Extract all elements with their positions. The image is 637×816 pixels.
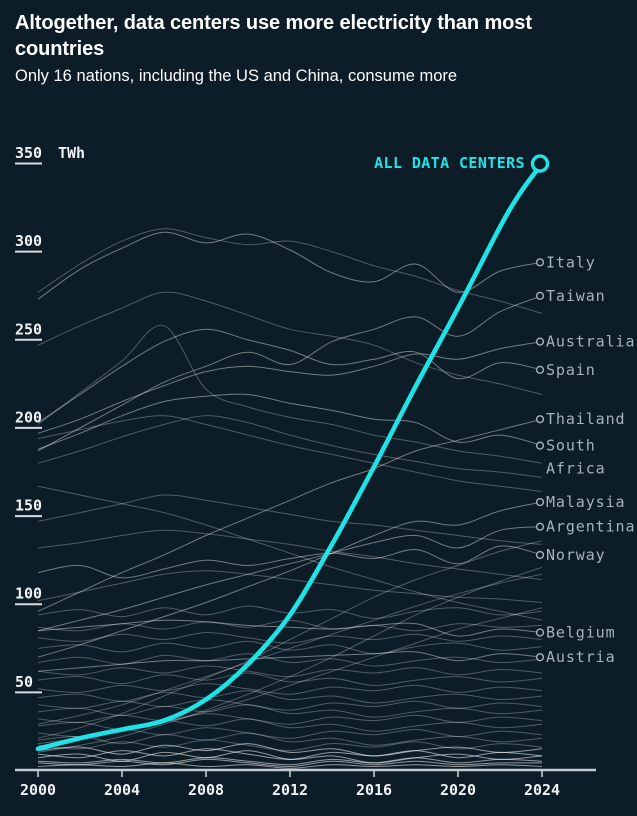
country-line <box>37 651 543 672</box>
country-line <box>37 341 543 434</box>
country-label: Austria <box>546 648 616 666</box>
y-tick-label: 50 <box>15 673 33 691</box>
country-marker <box>535 497 545 507</box>
background-country-line <box>37 672 543 686</box>
y-tick-label: 350 <box>15 144 42 162</box>
background-country-line <box>37 540 543 739</box>
background-country-line <box>37 653 543 667</box>
country-marker <box>535 653 545 662</box>
x-tick-label: 2024 <box>524 781 560 799</box>
background-country-line <box>37 762 543 769</box>
y-tick-label: 150 <box>15 497 42 515</box>
country-marker <box>535 628 545 637</box>
background-country-line <box>37 570 543 603</box>
background-country-line <box>37 415 543 478</box>
background-country-line <box>37 665 543 678</box>
x-tick-label: 2004 <box>104 781 140 799</box>
country-line <box>37 526 543 632</box>
x-tick-label: 2008 <box>188 781 224 799</box>
background-country-line <box>37 683 543 695</box>
country-label: Australia <box>546 333 635 351</box>
country-label: Thailand <box>546 410 625 428</box>
y-tick-label: 200 <box>15 408 42 426</box>
background-country-line <box>37 690 543 704</box>
y-axis-unit-label: TWh <box>58 144 85 162</box>
background-country-line <box>37 494 543 545</box>
header: Altogether, data centers use more electr… <box>15 10 617 87</box>
country-line <box>37 295 543 452</box>
background-country-line <box>37 640 543 655</box>
background-country-line <box>37 228 543 314</box>
country-label: Spain <box>546 361 596 379</box>
x-tick-label: 2020 <box>440 781 476 799</box>
country-line <box>37 328 543 424</box>
country-label: Taiwan <box>546 287 606 305</box>
background-country-line <box>37 757 543 766</box>
background-country-line <box>37 631 543 644</box>
background-country-line <box>37 485 543 621</box>
country-marker <box>535 522 545 531</box>
x-tick-label: 2012 <box>272 781 308 799</box>
country-label: Belgium <box>546 623 616 641</box>
background-country-line <box>37 573 543 725</box>
country-label: Norway <box>546 546 606 564</box>
all-data-centers-label: ALL DATA CENTERS <box>374 154 525 172</box>
background-country-line <box>37 566 543 753</box>
country-line <box>37 418 543 612</box>
all-data-centers-line <box>35 161 545 752</box>
country-marker <box>535 258 545 267</box>
background-country-line <box>37 758 543 768</box>
country-label: Argentina <box>546 518 635 536</box>
y-tick-label: 250 <box>15 320 42 338</box>
country-marker <box>535 337 545 346</box>
country-marker <box>535 441 545 450</box>
country-line <box>37 619 543 637</box>
page-subtitle: Only 16 nations, including the US and Ch… <box>15 67 458 85</box>
y-tick-label: 300 <box>15 232 42 250</box>
all-data-centers-endpoint-marker <box>530 154 550 173</box>
country-label: Malaysia <box>546 493 625 511</box>
country-line <box>37 501 543 658</box>
background-country-line <box>37 619 543 632</box>
country-marker <box>535 291 545 300</box>
background-country-line <box>37 713 543 725</box>
background-country-line <box>37 529 543 581</box>
background-country-line <box>37 324 543 464</box>
country-line <box>37 393 543 450</box>
background-country-line <box>37 743 543 757</box>
background-country-line <box>37 739 543 752</box>
x-tick-label: 2016 <box>356 781 392 799</box>
page-title: Altogether, data centers use more electr… <box>15 12 532 60</box>
y-tick-label: 100 <box>15 585 42 603</box>
background-country-line <box>37 698 543 711</box>
country-line <box>37 231 543 300</box>
x-tick-label: 2000 <box>20 781 56 799</box>
country-label: Italy <box>546 253 596 271</box>
background-country-line <box>37 415 543 492</box>
country-line <box>37 545 543 579</box>
background-country-line <box>37 704 543 718</box>
country-label: South Africa <box>546 437 606 478</box>
background-country-line <box>37 291 543 395</box>
background-country-line <box>37 732 543 746</box>
country-marker <box>535 550 545 560</box>
country-marker <box>535 415 545 424</box>
country-marker <box>535 365 545 374</box>
